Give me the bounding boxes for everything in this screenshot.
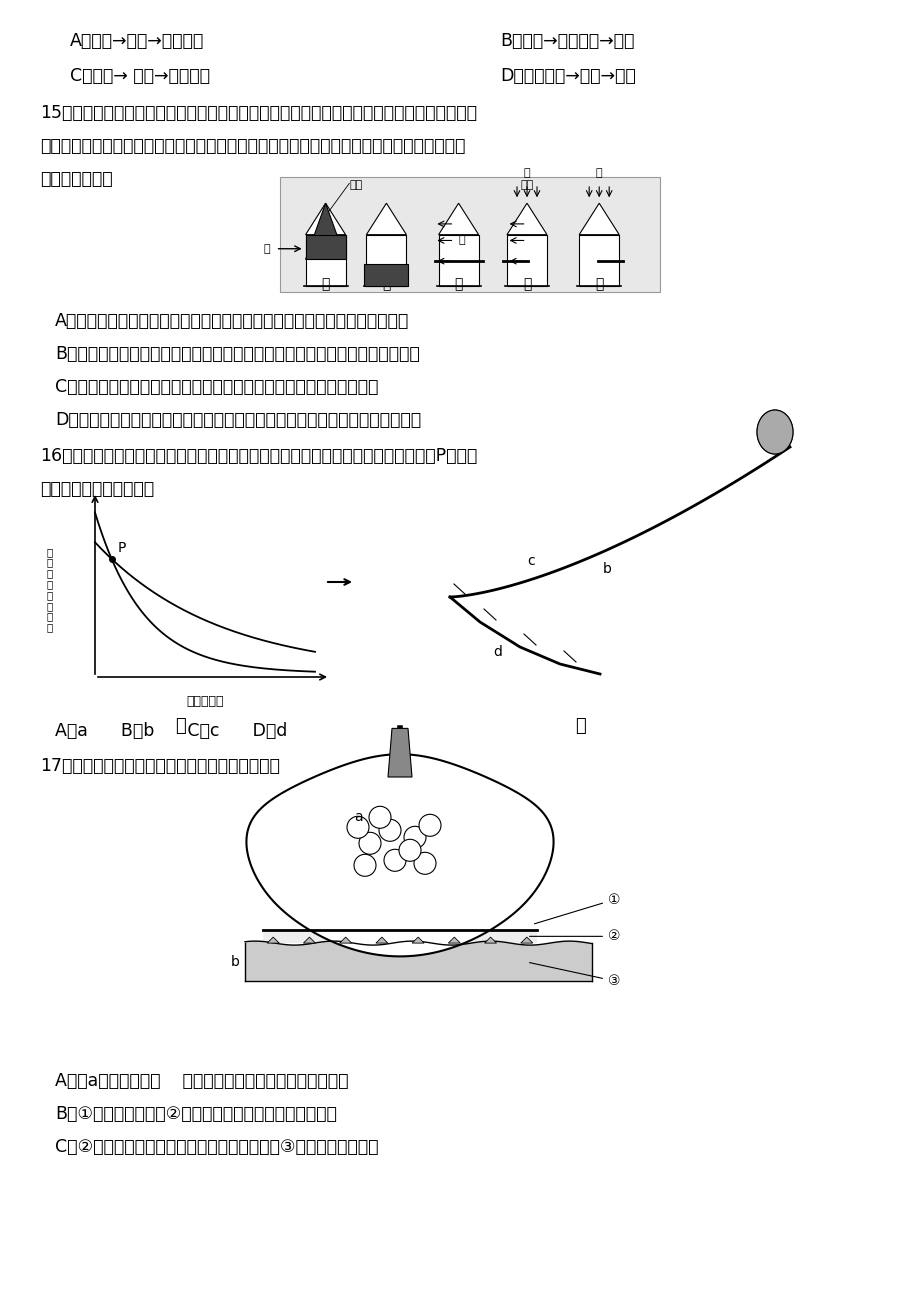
- Polygon shape: [366, 203, 406, 234]
- Text: A．a      B．b      C．c      D．d: A．a B．b C．c D．d: [55, 723, 287, 740]
- FancyBboxPatch shape: [506, 234, 547, 286]
- Polygon shape: [412, 937, 424, 943]
- Text: 15．如下图所示，甲、乙分别用不透光的锡箔纸套在燕麦胚芽鞘的不同部位，丙、丁、戊、则: 15．如下图所示，甲、乙分别用不透光的锡箔纸套在燕麦胚芽鞘的不同部位，丙、丁、戊…: [40, 104, 476, 122]
- Text: 丙: 丙: [454, 277, 462, 292]
- Circle shape: [346, 816, 369, 838]
- Polygon shape: [246, 754, 553, 957]
- Polygon shape: [438, 203, 478, 234]
- Circle shape: [403, 827, 425, 849]
- Polygon shape: [388, 728, 412, 777]
- Text: 丁: 丁: [522, 277, 530, 292]
- FancyBboxPatch shape: [438, 234, 478, 286]
- Polygon shape: [448, 937, 460, 943]
- Text: a: a: [353, 810, 362, 824]
- Text: A．甲不生长也不弯曲、乙直立生长、丙向左生长、丁直立生长、戊向右生长: A．甲不生长也不弯曲、乙直立生长、丙向左生长、丁直立生长、戊向右生长: [55, 312, 409, 329]
- Text: 16．将植物横放，测量根和茎生长素浓度与其生长状况的关系如甲图所示，则曲线上P点最可: 16．将植物横放，测量根和茎生长素浓度与其生长状况的关系如甲图所示，则曲线上P点…: [40, 447, 477, 465]
- Text: 光: 光: [596, 168, 602, 178]
- Text: 戊: 戊: [595, 277, 603, 292]
- Text: d: d: [493, 644, 502, 659]
- FancyBboxPatch shape: [366, 234, 406, 286]
- Circle shape: [399, 840, 421, 862]
- Text: 生长素浓度: 生长素浓度: [186, 695, 223, 708]
- Text: 锡纸: 锡纸: [349, 180, 362, 190]
- Text: a: a: [776, 423, 784, 437]
- Circle shape: [369, 806, 391, 828]
- Circle shape: [354, 854, 376, 876]
- FancyBboxPatch shape: [305, 234, 346, 286]
- Text: B．①中内容物释放至②中主要借助于突触前膜的主动运输: B．①中内容物释放至②中主要借助于突触前膜的主动运输: [55, 1105, 336, 1124]
- Text: D．草本植物→苔藓→地衣: D．草本植物→苔藓→地衣: [499, 66, 635, 85]
- Polygon shape: [305, 203, 346, 259]
- Text: 生
长
一
百
所
需
时
间: 生 长 一 百 所 需 时 间: [47, 547, 53, 633]
- Polygon shape: [263, 930, 536, 943]
- Text: P: P: [118, 540, 126, 555]
- Polygon shape: [267, 937, 278, 943]
- Polygon shape: [484, 937, 496, 943]
- Polygon shape: [506, 203, 547, 234]
- Text: A．在a中发生电信号    化学信号的转变，信息传递需要能量: A．在a中发生电信号 化学信号的转变，信息传递需要能量: [55, 1072, 348, 1090]
- Text: 光: 光: [458, 236, 464, 246]
- Text: ②: ②: [529, 930, 619, 944]
- Polygon shape: [303, 937, 315, 943]
- Text: 17．下图为突触结构模式图，下列说法不正确的是: 17．下图为突触结构模式图，下列说法不正确的是: [40, 756, 279, 775]
- Text: 甲: 甲: [175, 717, 185, 736]
- Text: 云母: 云母: [520, 180, 533, 190]
- FancyBboxPatch shape: [279, 177, 659, 292]
- Polygon shape: [756, 410, 792, 454]
- FancyBboxPatch shape: [364, 264, 408, 286]
- Circle shape: [379, 819, 401, 841]
- Text: 甲: 甲: [321, 277, 329, 292]
- Polygon shape: [305, 203, 346, 234]
- Text: D．甲直立生长、乙向右生长、丙直立生长、丁不生长，也不弯曲、戊向右生长: D．甲直立生长、乙向右生长、丙直立生长、丁不生长，也不弯曲、戊向右生长: [55, 411, 421, 428]
- Circle shape: [418, 814, 440, 836]
- Text: 乙: 乙: [574, 717, 584, 736]
- Circle shape: [414, 853, 436, 875]
- Text: b: b: [231, 954, 240, 969]
- Polygon shape: [376, 937, 388, 943]
- Text: b: b: [602, 561, 611, 575]
- Polygon shape: [579, 203, 618, 234]
- Text: 分别用不透水的云母片插入燕麦胚芽鞘的不同部位，从不同方向照光，培养一段时间后，胚芽: 分别用不透水的云母片插入燕麦胚芽鞘的不同部位，从不同方向照光，培养一段时间后，胚…: [40, 137, 465, 155]
- Text: A．苔藓→地衣→草本植物: A．苔藓→地衣→草本植物: [70, 33, 204, 49]
- Text: 能对应于乙图中的位置是: 能对应于乙图中的位置是: [40, 480, 154, 497]
- Circle shape: [383, 849, 405, 871]
- Text: 光: 光: [264, 243, 270, 254]
- FancyBboxPatch shape: [579, 234, 618, 286]
- Text: ①: ①: [534, 893, 619, 924]
- Text: C．②处的液体为组织液，传递兴奋时含有能被③特异性识别的物质: C．②处的液体为组织液，传递兴奋时含有能被③特异性识别的物质: [55, 1138, 378, 1156]
- Text: C．地衣→ 苔藓→草本植物: C．地衣→ 苔藓→草本植物: [70, 66, 210, 85]
- Text: B．地衣→草本植物→苔藓: B．地衣→草本植物→苔藓: [499, 33, 634, 49]
- Polygon shape: [520, 937, 532, 943]
- Text: 鞘的生长情况是: 鞘的生长情况是: [40, 171, 112, 187]
- Polygon shape: [339, 937, 351, 943]
- Text: c: c: [527, 555, 535, 568]
- Circle shape: [358, 832, 380, 854]
- FancyBboxPatch shape: [305, 234, 346, 259]
- Text: 光: 光: [523, 168, 529, 178]
- Text: C．甲向左生长、乙向右生长、丙直立生长、丁向右生长、戊向左生长: C．甲向左生长、乙向右生长、丙直立生长、丁向右生长、戊向左生长: [55, 378, 378, 396]
- Text: B．甲直立生长、乙向右生长、丙向左生长、丁不生长，也不弯曲、戊向左生长: B．甲直立生长、乙向右生长、丙向左生长、丁不生长，也不弯曲、戊向左生长: [55, 345, 419, 363]
- Text: 乙: 乙: [381, 277, 391, 292]
- Text: ③: ③: [529, 962, 619, 988]
- Polygon shape: [756, 410, 792, 454]
